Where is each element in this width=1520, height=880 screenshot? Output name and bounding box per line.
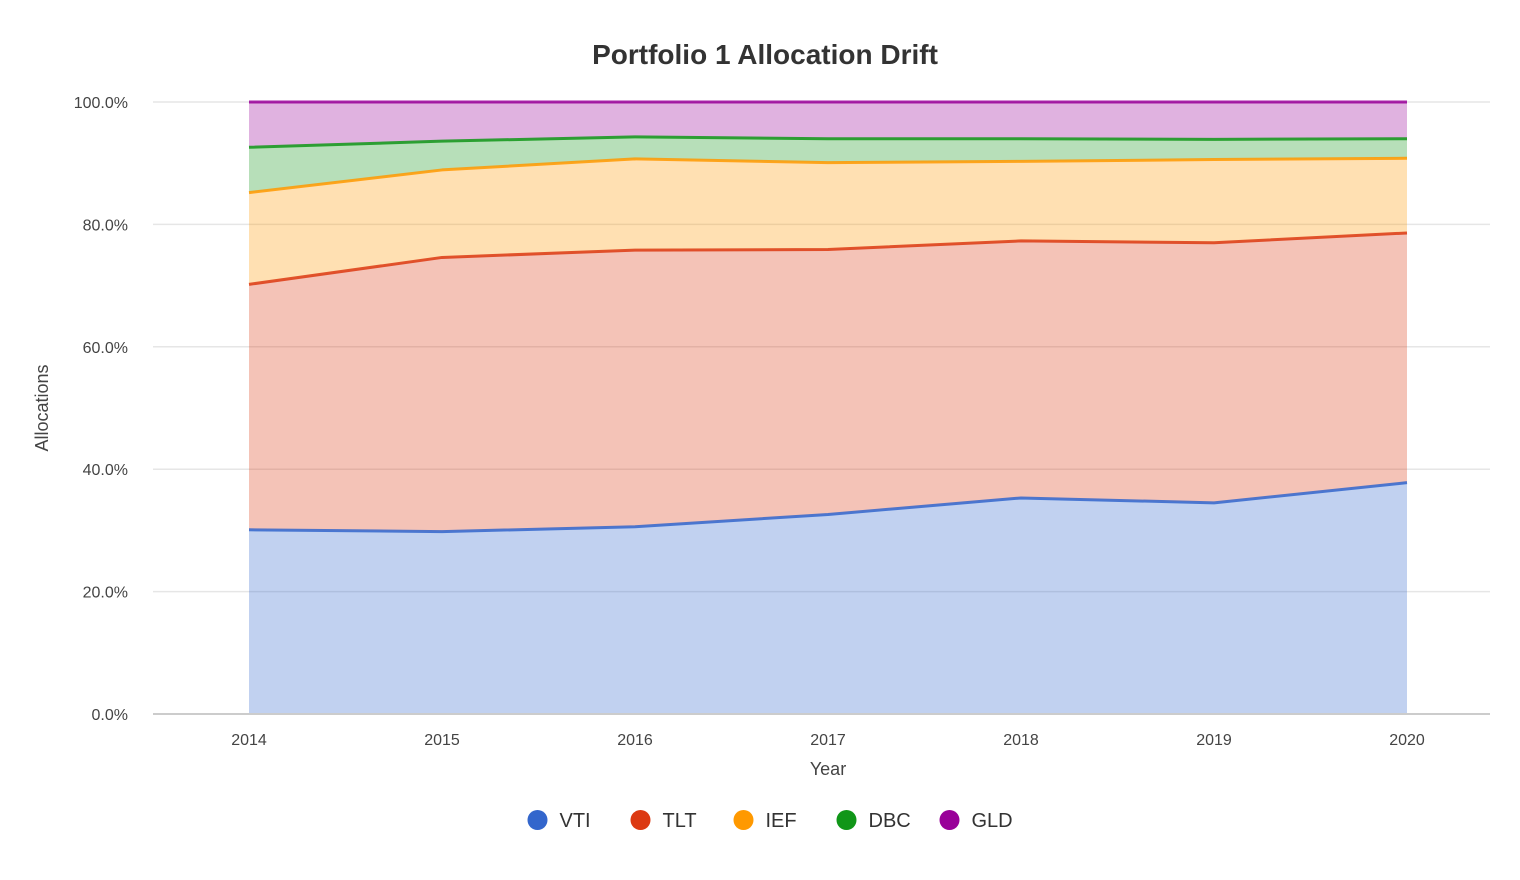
legend-item-tlt[interactable]: TLT bbox=[630, 810, 697, 832]
x-tick-label: 2016 bbox=[617, 732, 653, 749]
area-vti bbox=[249, 482, 1407, 714]
series-lines bbox=[248, 100, 1408, 534]
line-ief[interactable] bbox=[248, 156, 1408, 195]
x-tick-label: 2020 bbox=[1389, 732, 1425, 749]
y-axis-title: Allocations bbox=[32, 364, 52, 451]
x-tick-label: 2019 bbox=[1196, 732, 1232, 749]
stacked-areas bbox=[249, 102, 1407, 714]
x-tick-label: 2017 bbox=[810, 732, 846, 749]
legend-item-vti[interactable]: VTI bbox=[527, 810, 591, 832]
y-tick-label: 20.0% bbox=[83, 585, 128, 602]
legend-item-gld[interactable]: GLD bbox=[939, 810, 1013, 832]
y-tick-label: 100.0% bbox=[74, 95, 128, 112]
x-tick-label: 2015 bbox=[424, 732, 460, 749]
chart-title: Portfolio 1 Allocation Drift bbox=[592, 39, 938, 70]
area-tlt bbox=[249, 232, 1407, 532]
legend-swatch-ief bbox=[733, 810, 754, 830]
legend-label: DBC bbox=[869, 810, 911, 832]
y-axis-tick-labels: 0.0% 20.0% 40.0% 60.0% 80.0% 100.0% bbox=[74, 95, 128, 724]
y-tick-label: 40.0% bbox=[83, 462, 128, 479]
y-tick-label: 80.0% bbox=[83, 217, 128, 234]
line-vti[interactable] bbox=[248, 481, 1408, 534]
legend-label: TLT bbox=[663, 810, 697, 832]
line-dbc[interactable] bbox=[248, 135, 1408, 149]
legend: VTI TLT IEF DBC GLD bbox=[527, 810, 1013, 832]
legend-swatch-vti bbox=[527, 810, 548, 830]
x-tick-label: 2014 bbox=[231, 732, 267, 749]
legend-label: IEF bbox=[766, 810, 797, 832]
line-tlt[interactable] bbox=[248, 231, 1408, 286]
x-axis-tick-labels: 2014 2015 2016 2017 2018 2019 2020 bbox=[231, 732, 1425, 749]
y-tick-label: 0.0% bbox=[92, 707, 128, 724]
legend-item-dbc[interactable]: DBC bbox=[836, 810, 911, 832]
legend-item-ief[interactable]: IEF bbox=[733, 810, 797, 832]
area-dbc bbox=[249, 136, 1407, 193]
x-tick-label: 2018 bbox=[1003, 732, 1039, 749]
legend-swatch-gld bbox=[939, 810, 960, 830]
legend-swatch-tlt bbox=[630, 810, 651, 830]
legend-label: VTI bbox=[560, 810, 591, 832]
legend-swatch-dbc bbox=[836, 810, 857, 830]
y-tick-label: 60.0% bbox=[83, 340, 128, 357]
x-axis-title: Year bbox=[810, 759, 846, 779]
area-gld bbox=[249, 102, 1407, 148]
legend-label: GLD bbox=[972, 810, 1013, 832]
